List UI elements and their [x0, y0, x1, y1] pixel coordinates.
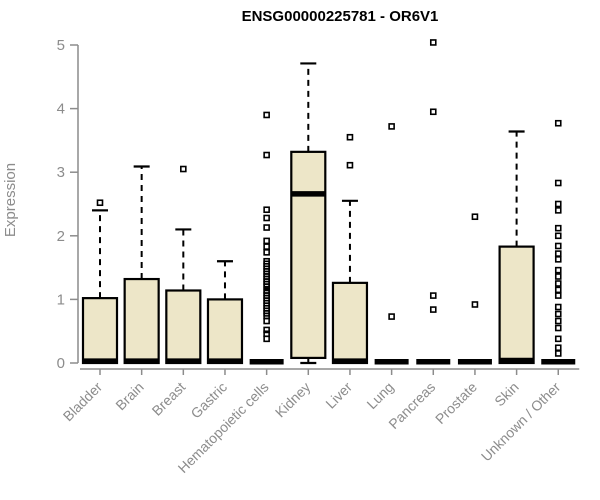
x-tick-label: Kidney [272, 379, 314, 421]
outlier-point [554, 207, 562, 214]
outlier-point [554, 286, 562, 294]
x-tick-label: Unknown / Other [478, 379, 564, 465]
box-group [123, 165, 160, 365]
box-group [206, 260, 244, 365]
x-tick-label: Brain [112, 379, 146, 413]
x-tick-label: Breast [149, 379, 189, 419]
box-rect [331, 281, 369, 365]
outlier-point [554, 256, 562, 263]
y-tick-label: 1 [57, 291, 65, 308]
y-tick-label: 4 [57, 101, 65, 118]
box-group [416, 39, 451, 365]
outlier-point [554, 200, 562, 208]
outlier-point [554, 250, 562, 257]
box-rect [206, 298, 244, 365]
box-group [249, 111, 284, 365]
outlier-point [388, 313, 395, 320]
box-group [498, 130, 535, 365]
outlier-point [554, 324, 562, 332]
outlier-point [96, 199, 104, 207]
box-group [374, 123, 409, 365]
outlier-point [263, 224, 270, 231]
outlier-point [554, 350, 562, 357]
x-tick-label: Skin [491, 379, 522, 410]
x-tick-label: Liver [322, 379, 355, 412]
box-group [541, 119, 576, 365]
outlier-point [554, 266, 562, 274]
outlier-point [554, 224, 562, 232]
outlier-point [263, 206, 270, 214]
outlier-point [263, 335, 270, 343]
outlier-point [263, 317, 270, 325]
outlier-point [429, 108, 437, 116]
outlier-point [263, 326, 270, 334]
outlier-point [554, 292, 562, 299]
x-tick-label: Lung [363, 379, 396, 412]
box-series [81, 39, 576, 365]
outlier-point [263, 111, 270, 119]
box-rect [81, 297, 119, 365]
outlier-point [346, 133, 354, 141]
box-group [457, 213, 492, 365]
outlier-point [554, 344, 562, 352]
y-tick-label: 5 [57, 37, 65, 54]
outlier-point [263, 283, 270, 290]
outlier-point [554, 179, 562, 187]
box-group [331, 133, 369, 365]
outlier-point [554, 232, 562, 240]
outlier-point [263, 249, 270, 256]
box-group [290, 62, 327, 365]
outlier-point [346, 161, 354, 169]
box-rect [498, 245, 535, 365]
outlier-point [554, 273, 562, 280]
outlier-point [429, 306, 437, 313]
outlier-point [263, 151, 270, 159]
box-rect [123, 277, 160, 365]
y-tick-label: 0 [57, 355, 65, 372]
outlier-point [263, 243, 270, 250]
outlier-point [180, 165, 187, 173]
outlier-point [429, 39, 437, 46]
box-rect [290, 150, 327, 360]
box-group [81, 199, 119, 365]
box-group [165, 165, 202, 365]
box-rect [165, 289, 202, 365]
outlier-point [554, 317, 562, 325]
outlier-point [554, 310, 562, 318]
outlier-point [554, 335, 562, 343]
chart-title: ENSG00000225781 - OR6V1 [242, 8, 439, 25]
outlier-point [429, 292, 437, 299]
y-axis-title: Expression [2, 163, 19, 237]
outlier-point [554, 119, 562, 127]
outlier-point [471, 301, 479, 308]
x-tick-label: Prostate [432, 379, 480, 427]
outlier-point [554, 303, 562, 311]
outlier-point [471, 213, 479, 221]
y-tick-label: 2 [57, 228, 65, 245]
x-tick-label: Bladder [60, 379, 106, 425]
y-tick-label: 3 [57, 164, 65, 181]
outlier-point [263, 237, 270, 245]
outlier-point [263, 330, 270, 338]
outlier-point [554, 242, 562, 250]
outlier-point [554, 280, 562, 287]
outlier-point [388, 123, 395, 130]
outlier-point [263, 214, 270, 222]
